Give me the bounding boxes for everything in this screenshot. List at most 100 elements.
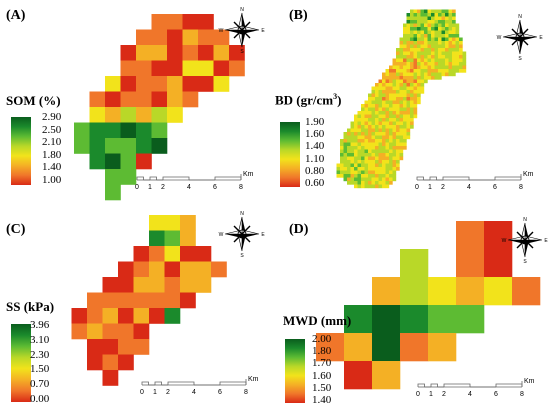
raster-pixel [417, 90, 421, 94]
raster-pixel [406, 58, 411, 63]
raster-pixel [368, 177, 372, 182]
raster-pixel [371, 128, 376, 133]
raster-pixel [413, 20, 418, 24]
raster-pixel [438, 76, 442, 80]
raster-pixel [459, 44, 463, 49]
raster-pixel [410, 23, 414, 28]
raster-pixel [462, 65, 467, 70]
raster-pixel [389, 100, 393, 105]
raster-pixel [396, 132, 400, 136]
grid-cell [118, 323, 134, 340]
raster-pixel [452, 37, 456, 42]
raster-pixel [448, 13, 453, 17]
raster-pixel [441, 37, 446, 42]
raster-pixel [340, 167, 344, 171]
raster-pixel [364, 111, 369, 115]
raster-pixel [403, 93, 407, 98]
scale-bar-label: 2 [441, 184, 445, 191]
compass-n-label: N [240, 7, 244, 13]
raster-pixel [336, 170, 341, 175]
raster-pixel [399, 111, 404, 115]
grid-cell [105, 76, 121, 92]
raster-pixel [350, 132, 355, 136]
grid-cell [180, 277, 196, 293]
grid-cell [195, 277, 212, 293]
raster-pixel [385, 69, 390, 73]
raster-pixel [396, 58, 400, 63]
raster-pixel [441, 69, 446, 73]
raster-pixel [392, 125, 397, 129]
grid-cell [149, 292, 165, 309]
raster-pixel [413, 86, 418, 91]
raster-pixel [413, 72, 418, 77]
scale-bar-unit: Km [243, 171, 254, 178]
grid-cell [164, 215, 181, 231]
raster-pixel [427, 65, 432, 70]
raster-pixel [385, 139, 390, 143]
legend-title-superscript: 3 [333, 92, 338, 101]
raster-pixel [396, 128, 400, 133]
raster-pixel [445, 69, 449, 73]
raster-pixel [396, 79, 400, 84]
raster-pixel [403, 62, 407, 66]
scale-bar-label: 8 [520, 391, 524, 398]
raster-pixel [427, 72, 432, 77]
raster-pixel [392, 100, 397, 105]
raster-pixel [438, 51, 442, 56]
raster-pixel [403, 23, 407, 28]
raster-pixel [354, 153, 358, 157]
raster-pixel [382, 128, 386, 133]
raster-pixel [452, 48, 456, 52]
grid-cell [102, 277, 119, 293]
raster-pixel [441, 58, 446, 63]
raster-pixel [354, 174, 358, 178]
raster-pixel [431, 23, 435, 28]
raster-pixel [417, 48, 421, 52]
raster-pixel [438, 55, 442, 59]
raster-pixel [364, 170, 369, 175]
raster-pixel [410, 37, 414, 42]
raster-pixel [375, 167, 379, 171]
raster-pixel [431, 41, 435, 45]
grid-cell [133, 277, 150, 293]
raster-pixel [336, 174, 341, 178]
raster-pixel [396, 156, 400, 161]
raster-pixel [375, 111, 379, 115]
grid-cell [120, 60, 137, 77]
raster-pixel [385, 72, 390, 77]
scale-bar-label: 1 [153, 389, 157, 396]
raster-pixel [445, 55, 449, 59]
raster-pixel [382, 177, 386, 182]
grid-cell [167, 107, 183, 123]
raster-pixel [392, 79, 397, 84]
compass-n-label: N [240, 211, 244, 217]
raster-pixel [354, 184, 358, 189]
legend-tick: 1.50 [30, 363, 50, 376]
map-a [74, 14, 245, 201]
raster-pixel [417, 58, 421, 63]
raster-pixel [357, 163, 362, 168]
raster-pixel [340, 146, 344, 150]
grid-cell [372, 361, 401, 390]
raster-pixel [399, 132, 404, 136]
raster-pixel [406, 27, 411, 31]
raster-pixel [455, 69, 460, 73]
raster-pixel [410, 16, 414, 21]
raster-pixel [399, 100, 404, 105]
raster-pixel [455, 62, 460, 66]
raster-pixel [364, 139, 369, 143]
raster-pixel [385, 167, 390, 171]
grid-cell [136, 45, 152, 61]
raster-pixel [427, 69, 432, 73]
raster-pixel [403, 55, 407, 59]
grid-cell [136, 122, 152, 139]
raster-pixel [410, 34, 414, 38]
raster-pixel [431, 44, 435, 49]
raster-pixel [399, 79, 404, 84]
raster-pixel [420, 79, 425, 84]
raster-pixel [403, 83, 407, 87]
raster-pixel [399, 86, 404, 91]
raster-pixel [445, 9, 449, 14]
raster-pixel [399, 97, 404, 101]
raster-pixel [385, 79, 390, 84]
